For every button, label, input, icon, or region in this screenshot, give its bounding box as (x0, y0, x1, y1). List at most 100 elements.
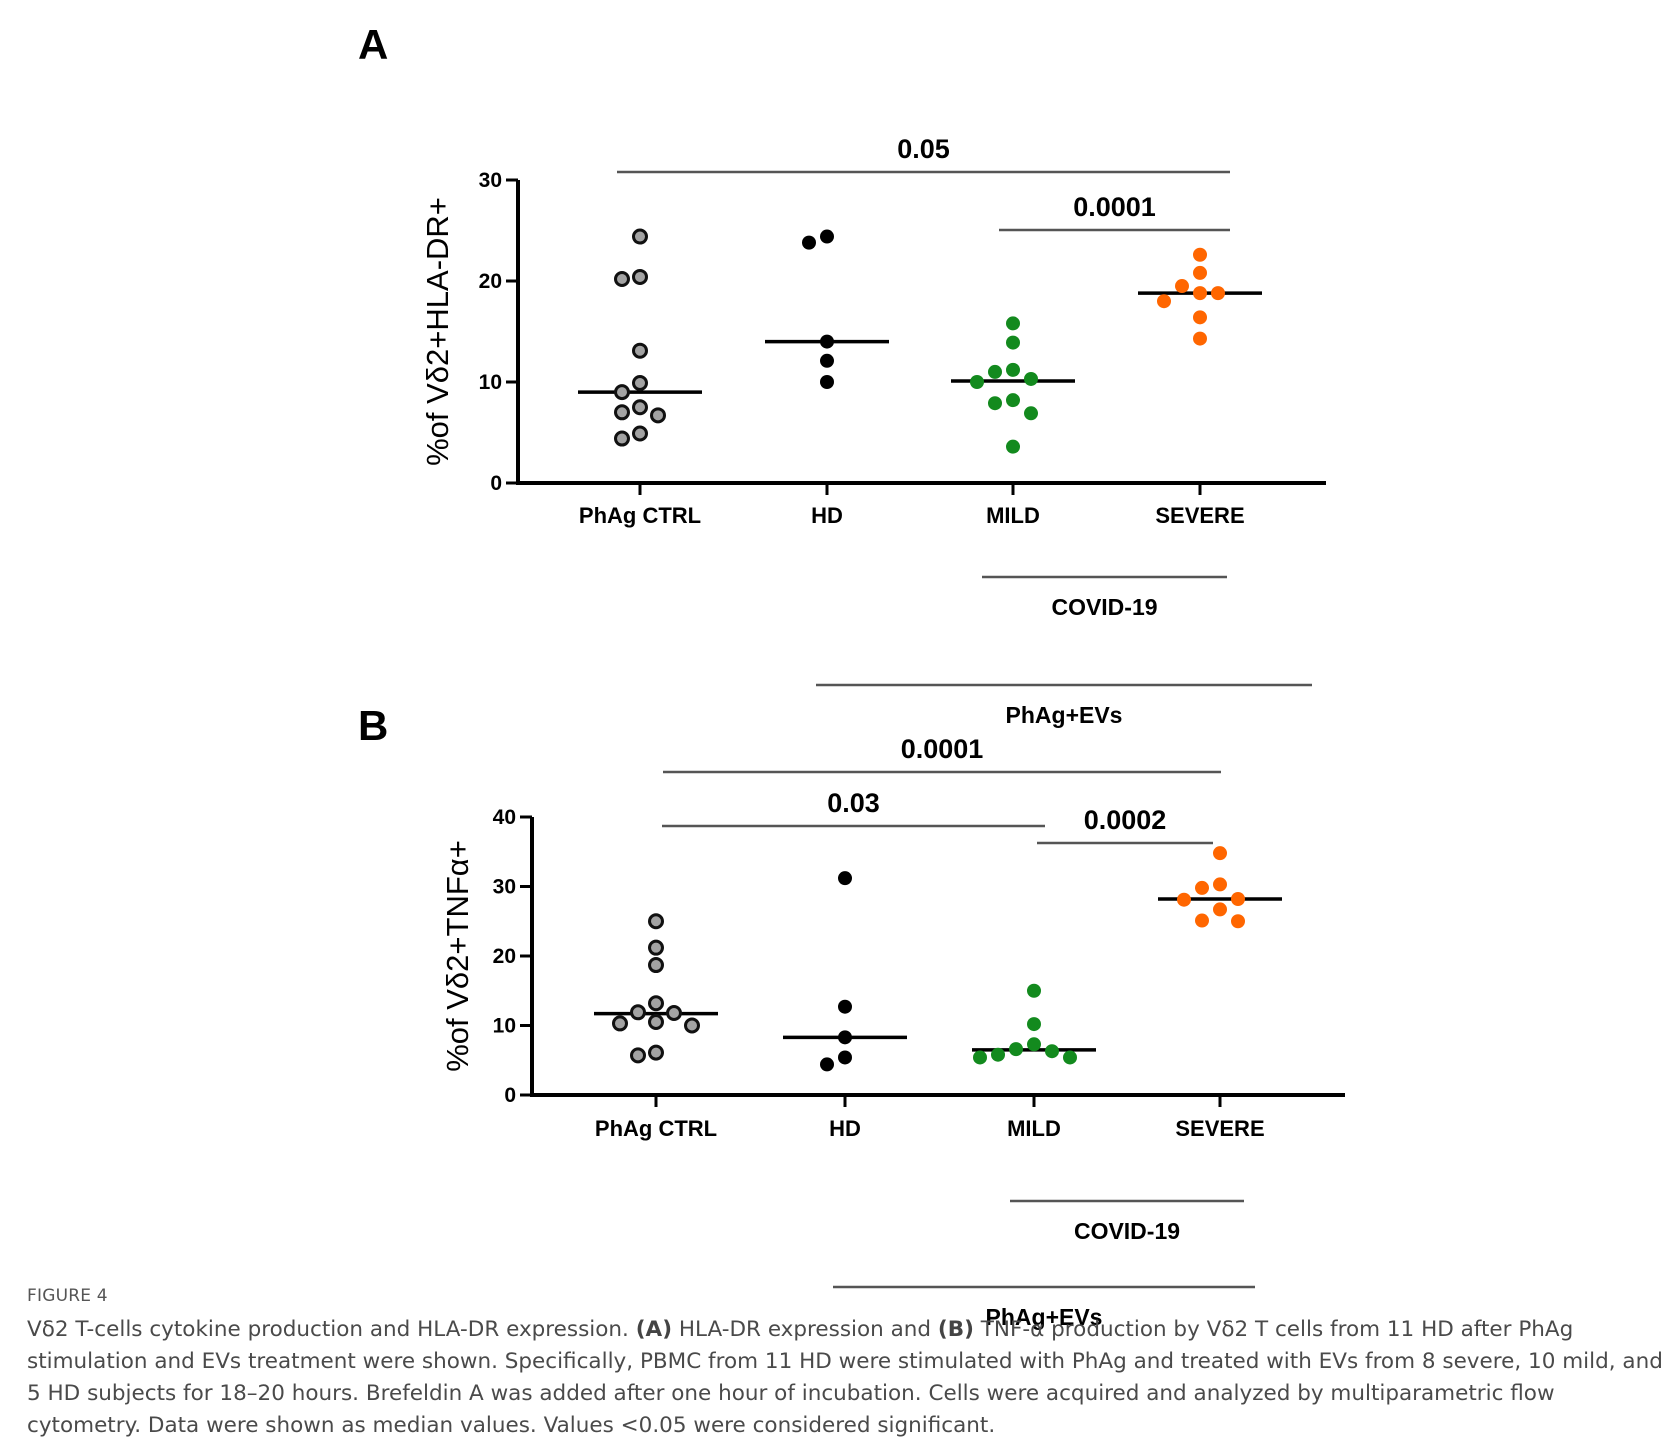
p-value-label: 0.03 (827, 788, 880, 818)
data-point-phag-ctrl (648, 957, 664, 974)
data-point-phag-ctrl (632, 399, 648, 416)
p-value-label: 0.0001 (1073, 192, 1156, 222)
data-point-phag-ctrl (666, 1004, 682, 1021)
data-point-severe (1213, 846, 1227, 861)
x-category-label: HD (811, 503, 843, 528)
data-point-mild (988, 364, 1002, 379)
panel-a-chart: 0 10 20 30 %of Vδ2+HLA-DR+ PhAg CTRL HD MILD SEV… (420, 134, 1326, 728)
x-category-label: PhAg CTRL (579, 503, 701, 528)
data-point-phag-ctrl (632, 228, 648, 245)
data-point-hd (838, 871, 852, 886)
data-point-phag-ctrl (632, 375, 648, 392)
y-tick-label: 10 (493, 1015, 516, 1038)
data-point-mild (1006, 335, 1020, 350)
data-point-mild (1006, 316, 1020, 331)
data-point-phag-ctrl (648, 995, 664, 1012)
panel-b-chart: 0 10 20 30 40 %of Vδ2+TNFα+ PhAg CTRL HD MILD SEV… (440, 734, 1345, 1330)
caption-text: Vδ2 T-cells cytokine production and HLA-… (27, 1314, 1667, 1442)
data-point-mild (1006, 439, 1020, 454)
data-point-severe (1193, 331, 1207, 346)
data-point-mild (1006, 362, 1020, 377)
data-point-hd (820, 229, 834, 244)
x-category-label: HD (829, 1116, 861, 1141)
caption-segment: TNF-α production by Vδ2 T cells from 11 … (27, 1317, 1663, 1438)
data-point-severe (1175, 279, 1189, 294)
data-point-mild (1063, 1050, 1077, 1065)
data-point-mild (1024, 406, 1038, 421)
data-point-severe (1231, 914, 1245, 929)
data-point-mild (1009, 1042, 1023, 1057)
data-point-phag-ctrl (632, 425, 648, 442)
caption-segment: Vδ2 T-cells cytokine production and HLA-… (27, 1317, 636, 1342)
caption-panel-ref: (B) (937, 1317, 974, 1342)
data-point-severe (1193, 310, 1207, 325)
data-point-phag-ctrl (648, 939, 664, 956)
data-point-severe (1195, 913, 1209, 928)
data-point-mild (1045, 1044, 1059, 1059)
data-point-mild (1024, 371, 1038, 386)
data-point-phag-ctrl (684, 1017, 700, 1034)
data-point-severe (1231, 892, 1245, 907)
y-tick-label: 40 (493, 806, 516, 829)
data-point-hd (838, 1050, 852, 1065)
y-tick-label: 0 (504, 1084, 516, 1107)
group-bracket-label: PhAg+EVs (1006, 702, 1123, 728)
data-point-severe (1213, 877, 1227, 892)
data-point-severe (1157, 294, 1171, 309)
group-bracket-label: COVID-19 (1051, 594, 1157, 620)
x-category-label: MILD (986, 503, 1040, 528)
data-point-severe (1193, 265, 1207, 280)
figure-label: FIGURE 4 (27, 1286, 108, 1306)
x-category-label: MILD (1007, 1116, 1061, 1141)
data-point-mild (973, 1050, 987, 1065)
p-value-label: 0.0002 (1084, 805, 1167, 835)
y-tick-label: 20 (479, 270, 502, 293)
data-point-phag-ctrl (614, 270, 630, 287)
data-point-phag-ctrl (612, 1015, 628, 1032)
data-point-hd (820, 1057, 834, 1072)
caption-panel-ref: (A) (635, 1317, 673, 1342)
data-point-hd (838, 1030, 852, 1045)
data-point-phag-ctrl (614, 384, 630, 401)
x-category-label: SEVERE (1155, 503, 1244, 528)
y-axis-title: %of Vδ2+TNFα+ (440, 840, 475, 1072)
panel-a-letter: A (358, 21, 388, 68)
data-point-severe (1213, 902, 1227, 917)
data-point-phag-ctrl (630, 1004, 646, 1021)
caption-segment: HLA-DR expression and (672, 1317, 938, 1342)
data-point-phag-ctrl (614, 404, 630, 421)
data-point-mild (988, 396, 1002, 411)
data-point-mild (970, 375, 984, 389)
data-point-hd (820, 353, 834, 368)
data-point-severe (1193, 247, 1207, 262)
data-point-mild (991, 1047, 1005, 1062)
data-point-hd (802, 235, 816, 250)
group-bracket-label: COVID-19 (1074, 1218, 1180, 1244)
x-category-label: SEVERE (1175, 1116, 1264, 1141)
data-point-mild (1027, 983, 1041, 998)
group-bracket-label: PhAg+EVs (986, 1304, 1103, 1330)
panel-b-letter: B (358, 702, 388, 749)
data-point-severe (1211, 286, 1225, 301)
x-category-label: PhAg CTRL (595, 1116, 717, 1141)
y-tick-label: 30 (493, 876, 516, 899)
data-point-hd (838, 999, 852, 1014)
y-tick-label: 20 (493, 945, 516, 968)
data-point-mild (1027, 1037, 1041, 1052)
data-point-severe (1195, 880, 1209, 895)
y-tick-label: 0 (490, 472, 502, 495)
data-point-phag-ctrl (632, 342, 648, 359)
data-point-phag-ctrl (650, 407, 666, 424)
data-point-mild (1006, 393, 1020, 408)
y-axis-title: %of Vδ2+HLA-DR+ (420, 197, 455, 466)
y-tick-label: 10 (479, 371, 502, 394)
data-point-phag-ctrl (648, 1044, 664, 1061)
p-value-label: 0.0001 (901, 734, 984, 764)
data-point-hd (820, 375, 834, 389)
p-value-label: 0.05 (897, 134, 950, 164)
data-point-severe (1193, 286, 1207, 301)
data-point-phag-ctrl (614, 430, 630, 447)
data-point-mild (1027, 1017, 1041, 1032)
data-point-phag-ctrl (648, 913, 664, 930)
